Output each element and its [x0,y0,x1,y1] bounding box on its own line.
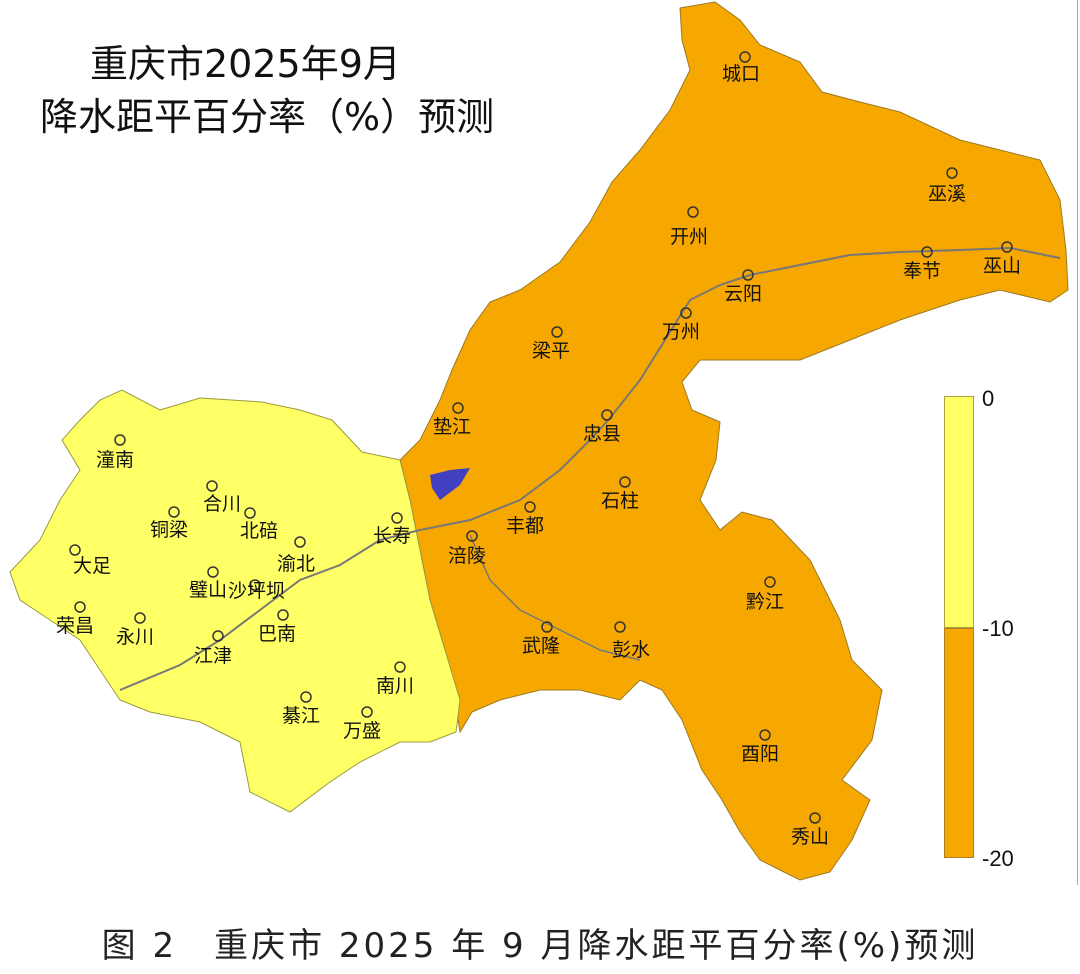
city-marker [249,579,261,591]
city-label: 忠县 [583,423,621,445]
city-label: 巫山 [983,255,1021,277]
city-label: 垫江 [433,416,471,438]
city-marker [277,609,289,621]
legend-bar [944,396,974,858]
city-label: 合川 [203,493,241,515]
city-label: 永川 [116,626,154,648]
city-label: 潼南 [96,449,134,471]
city-marker [601,409,613,421]
city-label: 涪陵 [448,545,486,567]
city-marker [619,476,631,488]
city-marker [551,326,563,338]
reservoir [430,468,470,500]
region-east [399,1,1069,881]
city-marker [742,269,754,281]
city-label: 綦江 [282,705,320,727]
city-marker [764,576,776,588]
city-label: 荣昌 [56,615,94,637]
city-marker [687,206,699,218]
city-marker [391,512,403,524]
legend-label-0: 0 [982,386,995,411]
city-marker [524,501,536,513]
city-marker [74,601,86,613]
city-label: 城口 [722,63,760,85]
city-label: 秀山 [791,826,829,848]
city-marker [168,506,180,518]
city-label: 大足 [73,555,111,577]
city-label: 彭水 [612,639,650,661]
city-label: 渝北 [277,553,315,575]
city-marker [466,530,478,542]
city-marker [361,706,373,718]
region-west [9,389,461,813]
city-label: 南川 [376,675,414,697]
city-label: 江津 [194,645,232,667]
city-marker [206,480,218,492]
city-marker [946,167,958,179]
map-title-line1: 重庆市2025年9月 [90,42,401,86]
city-label: 万盛 [343,720,381,742]
figure-caption: 图 2 重庆市 2025 年 9 月降水距平百分率(%)预测 [101,926,979,966]
city-label: 长寿 [373,525,411,547]
city-label: 奉节 [903,260,941,282]
city-marker [921,246,933,258]
city-label: 铜梁 [150,519,188,541]
city-marker [207,566,219,578]
wujiang-river [469,534,641,661]
city-marker [394,661,406,673]
city-label: 万州 [662,321,700,343]
city-label: 巴南 [258,623,296,645]
city-marker [452,402,464,414]
city-label: 沙坪坝 [228,580,285,602]
city-marker [114,434,126,446]
map-frame [1077,0,1078,885]
city-marker [680,307,692,319]
city-marker [300,691,312,703]
map-title-line2: 降水距平百分率（%）预测 [40,95,495,139]
city-label: 璧山 [189,579,227,601]
city-marker [69,544,81,556]
city-marker [212,630,224,642]
city-marker [294,536,306,548]
yangtze-river [119,246,1061,691]
city-label: 巫溪 [928,183,966,205]
city-marker [759,729,771,741]
city-marker [244,507,256,519]
city-label: 石柱 [601,490,639,512]
city-marker [739,51,751,63]
city-label: 丰都 [506,515,544,537]
city-marker [134,612,146,624]
city-label: 云阳 [724,283,762,305]
city-marker [1001,241,1013,253]
city-marker [614,621,626,633]
city-marker [541,621,553,633]
city-label: 梁平 [532,340,570,362]
legend-label-2: -20 [982,846,1014,871]
legend-swatch-upper [944,396,974,628]
city-label: 武隆 [522,635,560,657]
city-label: 北碚 [240,520,278,542]
city-label: 黔江 [746,591,784,613]
city-label: 开州 [670,226,708,248]
city-label: 酉阳 [741,743,779,765]
legend-swatch-lower [944,628,974,858]
city-marker [809,812,821,824]
legend-label-1: -10 [982,616,1014,641]
